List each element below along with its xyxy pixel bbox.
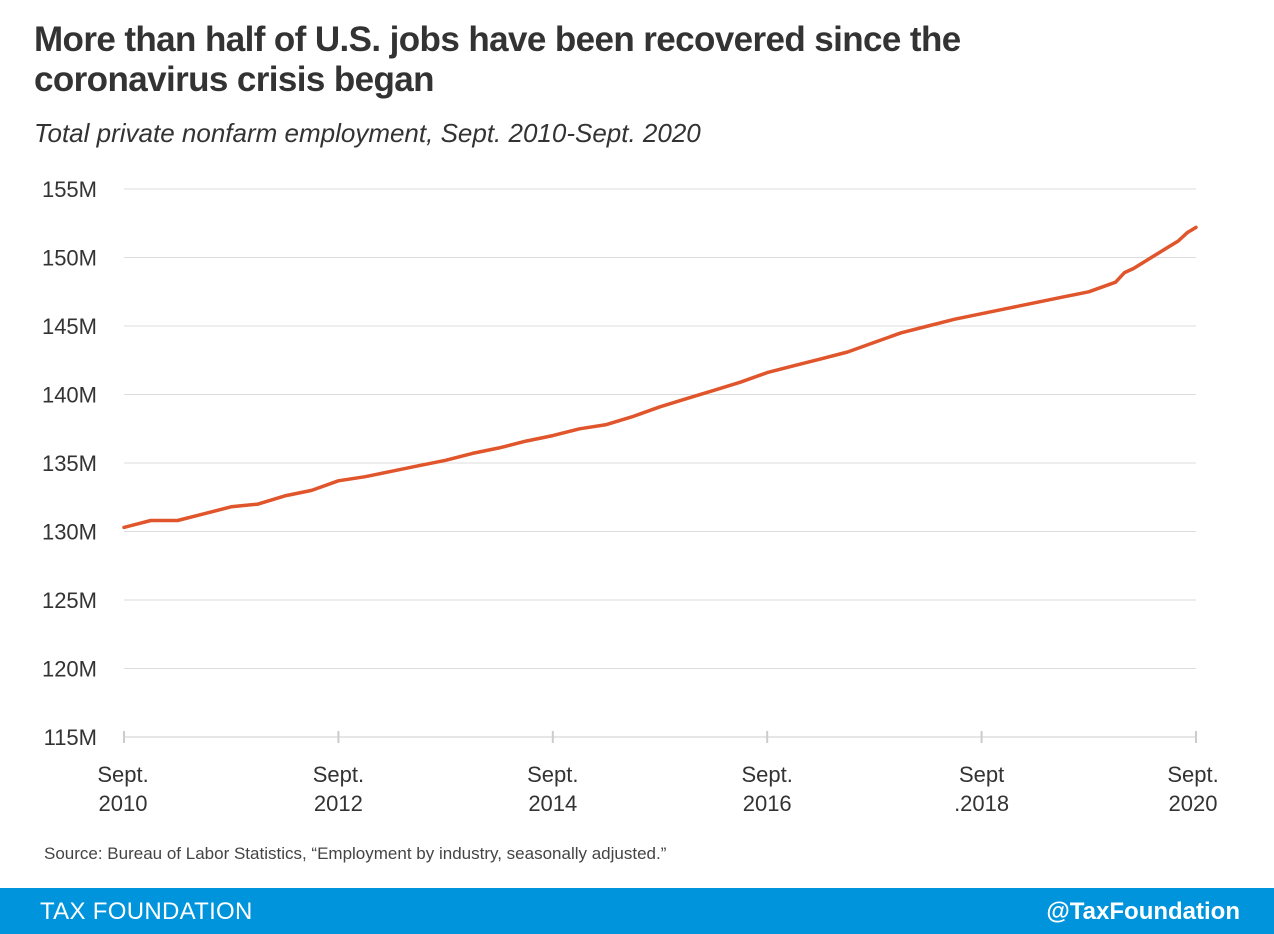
x-tick-label: Sept. xyxy=(97,762,148,787)
y-tick-label: 115M xyxy=(44,725,97,750)
x-tick-label: Sept. xyxy=(742,762,793,787)
chart-title-line2: coronavirus crisis began xyxy=(34,60,435,99)
y-tick-label: 145M xyxy=(42,314,97,339)
y-tick-label: 140M xyxy=(42,383,97,408)
source-note: Source: Bureau of Labor Statistics, “Emp… xyxy=(44,844,667,863)
x-tick-label: 2012 xyxy=(314,791,363,816)
x-tick-label: Sept. xyxy=(1167,762,1218,787)
x-tick-label: 2010 xyxy=(99,791,148,816)
footer-brand: TAX FOUNDATION xyxy=(40,898,253,925)
chart-title-line1: More than half of U.S. jobs have been re… xyxy=(34,20,961,59)
y-tick-label: 120M xyxy=(42,657,97,682)
x-tick-label: Sept. xyxy=(313,762,364,787)
x-tick-label: 2016 xyxy=(743,791,792,816)
footer-handle[interactable]: @TaxFoundation xyxy=(1046,898,1240,925)
x-tick-label: Sept. xyxy=(527,762,578,787)
series-line xyxy=(122,225,1198,530)
y-tick-label: 130M xyxy=(42,520,97,545)
y-tick-label: 135M xyxy=(42,451,97,476)
line-chart: 115M 120M 125M 130M 135M 140M 145M 150M 155M Sept… xyxy=(42,177,1219,816)
x-tick-label: 2014 xyxy=(528,791,577,816)
chart-subtitle: Total private nonfarm employment, Sept. … xyxy=(34,118,701,148)
x-tick-label: 2020 xyxy=(1169,791,1218,816)
y-tick-label: 150M xyxy=(42,246,97,271)
chart-title: More than half of U.S. jobs have been re… xyxy=(34,20,1234,100)
y-tick-label: 155M xyxy=(42,177,97,202)
x-tick-label: Sept xyxy=(959,762,1004,787)
footer-bar: TAX FOUNDATION @TaxFoundation xyxy=(0,888,1274,934)
y-tick-label: 125M xyxy=(42,588,97,613)
x-tick-label: .2018 xyxy=(954,791,1009,816)
